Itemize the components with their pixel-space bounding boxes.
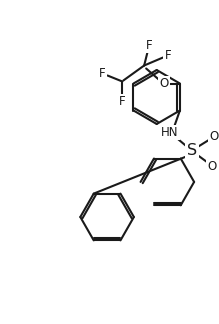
Text: S: S <box>187 143 197 158</box>
Text: O: O <box>159 77 169 90</box>
Text: O: O <box>207 160 216 173</box>
Text: F: F <box>165 49 171 62</box>
Text: HN: HN <box>161 126 179 139</box>
Text: O: O <box>209 130 218 143</box>
Text: F: F <box>146 39 152 52</box>
Text: F: F <box>119 95 126 108</box>
Text: F: F <box>99 67 106 80</box>
